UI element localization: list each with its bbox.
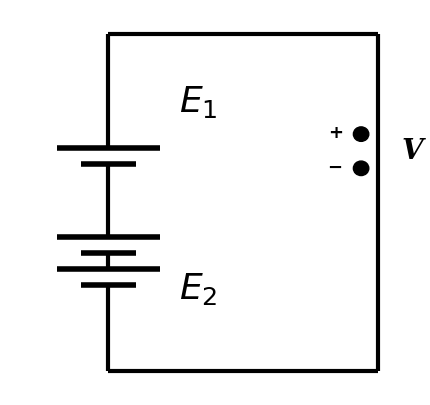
Text: $E_1$: $E_1$ [179,84,217,120]
Text: −: − [327,158,342,177]
Circle shape [353,161,368,175]
Text: +: + [327,124,342,141]
Circle shape [353,127,368,141]
Text: $E_2$: $E_2$ [179,271,217,307]
Text: V: V [401,138,422,165]
